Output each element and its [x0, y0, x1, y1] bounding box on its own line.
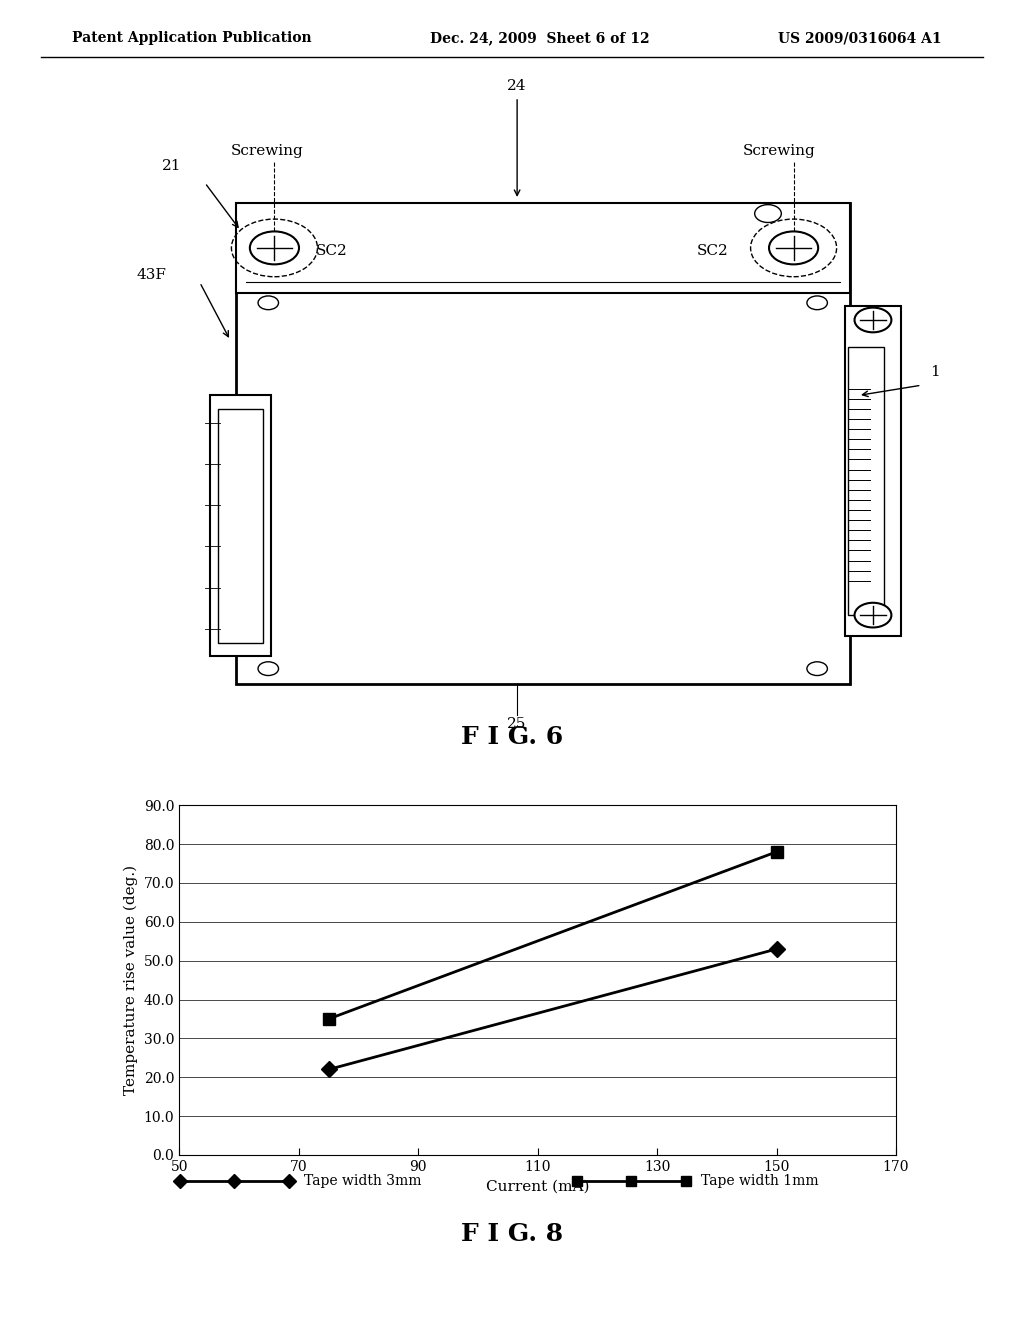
Circle shape — [807, 296, 827, 310]
Text: Tape width 3mm: Tape width 3mm — [304, 1175, 422, 1188]
Line: Tape width 3mm: Tape width 3mm — [323, 944, 782, 1074]
Tape width 1mm — [323, 1011, 335, 1027]
Bar — [210, 396, 271, 656]
Bar — [845, 306, 901, 636]
Circle shape — [250, 231, 299, 264]
Text: 1: 1 — [930, 366, 940, 379]
Circle shape — [854, 603, 891, 627]
Bar — [236, 203, 850, 293]
Tape width 3mm — [770, 941, 782, 957]
Text: 25: 25 — [508, 717, 526, 731]
Text: 21: 21 — [162, 158, 182, 173]
Bar — [848, 347, 884, 615]
Circle shape — [258, 296, 279, 310]
Text: Screwing: Screwing — [742, 144, 815, 158]
Circle shape — [854, 308, 891, 333]
Text: Screwing: Screwing — [230, 144, 303, 158]
Text: SC2: SC2 — [315, 244, 347, 259]
X-axis label: Current (mA): Current (mA) — [485, 1179, 590, 1193]
Circle shape — [258, 661, 279, 676]
Bar — [218, 409, 263, 643]
Text: Dec. 24, 2009  Sheet 6 of 12: Dec. 24, 2009 Sheet 6 of 12 — [430, 32, 649, 45]
Circle shape — [807, 661, 827, 676]
Tape width 3mm — [323, 1061, 335, 1077]
Circle shape — [755, 205, 781, 223]
Text: SC2: SC2 — [696, 244, 728, 259]
Text: F I G. 8: F I G. 8 — [461, 1222, 563, 1246]
Text: US 2009/0316064 A1: US 2009/0316064 A1 — [778, 32, 942, 45]
Tape width 1mm — [770, 843, 782, 859]
Text: Tape width 1mm: Tape width 1mm — [701, 1175, 819, 1188]
Text: F I G. 6: F I G. 6 — [461, 725, 563, 748]
Bar — [236, 203, 850, 684]
Text: 43F: 43F — [136, 268, 167, 282]
Text: 24: 24 — [507, 79, 527, 92]
Line: Tape width 1mm: Tape width 1mm — [323, 846, 782, 1024]
Circle shape — [769, 231, 818, 264]
Y-axis label: Temperature rise value (deg.): Temperature rise value (deg.) — [124, 865, 138, 1096]
Text: Patent Application Publication: Patent Application Publication — [72, 32, 311, 45]
